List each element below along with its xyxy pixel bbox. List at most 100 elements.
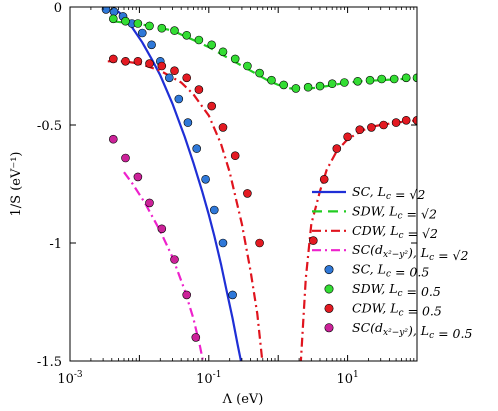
data-point [412, 116, 417, 125]
data-point [343, 132, 352, 142]
data-point [340, 78, 349, 87]
data-point [391, 118, 401, 127]
legend-marker-swatch [324, 265, 334, 275]
legend-item: SC(dx²−y²), Lc = √2 [312, 242, 469, 263]
data-point [379, 120, 388, 130]
data-point [210, 205, 219, 215]
data-point [133, 19, 143, 28]
data-point [145, 198, 154, 208]
legend-marker-swatch [324, 323, 334, 333]
data-point [170, 255, 179, 264]
data-point [207, 101, 216, 111]
data-point [182, 290, 191, 300]
y-tick-label: 0 [54, 1, 62, 16]
data-point [194, 35, 204, 45]
data-point [157, 23, 167, 33]
data-point [365, 75, 375, 85]
data-point [157, 61, 167, 71]
data-point [109, 14, 118, 24]
data-point [377, 74, 387, 84]
data-point [133, 172, 143, 182]
y-tick-label: -0.5 [37, 119, 62, 134]
data-point [230, 151, 240, 160]
data-point [279, 80, 289, 90]
data-point [389, 74, 399, 84]
legend-label: SC, Lc = √2 [352, 184, 425, 202]
legend-item: SC, Lc = 0.5 [324, 262, 429, 280]
legend-marker-swatch [324, 284, 334, 294]
x-tick-label: 101 [336, 370, 358, 387]
data-point [194, 85, 204, 94]
data-point [157, 224, 167, 234]
legend-item: SC, Lc = √2 [312, 184, 425, 202]
legend-label: SDW, Lc = 0.5 [352, 281, 441, 299]
legend-item: SC(dx²−y²), Lc = 0.5 [324, 320, 472, 341]
data-point [182, 73, 191, 83]
data-point [315, 81, 325, 91]
x-tick-label: 10-1 [196, 370, 221, 387]
data-point [183, 118, 193, 127]
data-point [182, 30, 191, 40]
legend-marker-swatch [324, 303, 334, 313]
data-point [291, 84, 301, 93]
y-tick-label: -1 [49, 237, 62, 252]
legend-item: SDW, Lc = √2 [312, 203, 437, 221]
axes-frame [69, 6, 418, 362]
data-point [332, 144, 342, 153]
data-point [145, 59, 154, 68]
data-point [401, 73, 411, 83]
y-axis-label: 1/S (eV⁻¹) [9, 152, 24, 217]
legend-label: CDW, Lc = 0.5 [352, 300, 442, 318]
series-layer [101, 7, 417, 361]
data-point [121, 56, 130, 66]
data-point [243, 61, 252, 71]
legend-label: CDW, Lc = √2 [352, 223, 438, 241]
data-point [230, 54, 240, 64]
data-point [165, 73, 174, 83]
data-point [218, 238, 228, 248]
data-point [355, 125, 365, 134]
series-line-2 [107, 60, 264, 361]
y-tick-label: -1.5 [37, 355, 62, 370]
x-tick-label: 10-3 [57, 370, 83, 387]
legend-label: SC(dx²−y²), Lc = 0.5 [352, 320, 472, 341]
legend-item: CDW, Lc = √2 [312, 223, 438, 241]
data-point [218, 47, 228, 57]
legend-label: SDW, Lc = √2 [352, 203, 437, 221]
data-point [303, 82, 313, 92]
legend-item: CDW, Lc = 0.5 [324, 300, 442, 318]
data-point [121, 16, 130, 26]
data-point [192, 144, 201, 153]
data-point [243, 189, 252, 198]
data-point [267, 75, 276, 85]
data-point [207, 40, 216, 50]
series-line-0 [114, 8, 243, 361]
data-point [327, 79, 337, 88]
data-point [121, 153, 130, 163]
data-point [147, 40, 156, 50]
data-point [412, 73, 417, 83]
data-point [308, 236, 318, 245]
data-point [367, 123, 376, 132]
data-point [191, 333, 201, 342]
data-point [319, 175, 329, 184]
x-axis-label: Λ (eV) [222, 392, 264, 407]
data-point [138, 28, 147, 38]
data-point [401, 116, 411, 125]
ticks-layer: 10-3 10-1 101 0 -0.5 -1 -1.5 [37, 1, 418, 387]
data-point [109, 54, 118, 64]
data-point [228, 290, 237, 300]
data-point [255, 238, 264, 248]
data-point [353, 77, 363, 86]
data-point [109, 134, 118, 144]
data-point [133, 56, 143, 66]
data-point [201, 175, 210, 184]
data-point [109, 7, 119, 16]
data-point [170, 66, 179, 75]
data-point [255, 68, 264, 78]
legend-label: SC, Lc = 0.5 [352, 262, 429, 280]
legend-label: SC(dx²−y²), Lc = √2 [352, 242, 469, 263]
data-point [170, 26, 179, 35]
